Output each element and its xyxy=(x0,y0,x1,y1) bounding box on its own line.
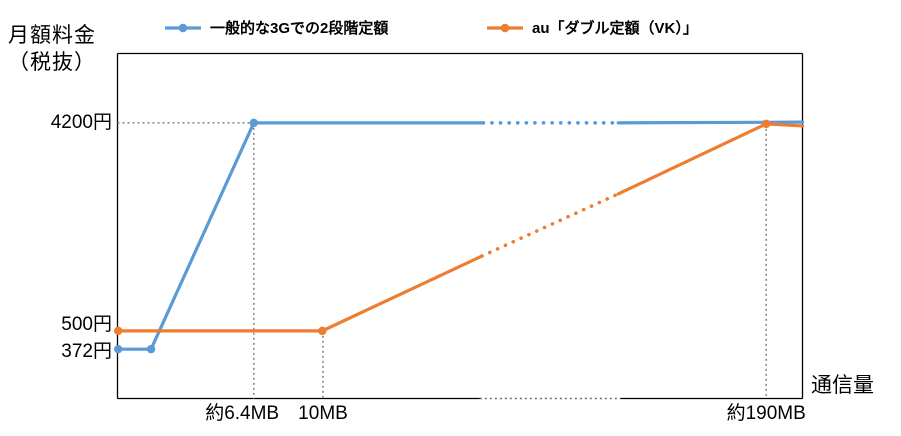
legend-item-au-plan: au「ダブル定額（VK）」 xyxy=(486,17,698,38)
series-line-0 xyxy=(149,121,256,351)
series-marker-1 xyxy=(113,326,123,336)
y-axis-title-line2: （税抜） xyxy=(8,51,96,74)
legend-marker-orange-icon xyxy=(486,22,524,34)
legend-label-3g-plan: 一般的な3Gでの2段階定額 xyxy=(210,20,389,37)
series-marker-1 xyxy=(761,119,771,129)
x-axis-title: 通信量 xyxy=(811,374,874,397)
series-line-1 xyxy=(320,254,484,333)
series-marker-0 xyxy=(146,344,156,354)
legend-marker-blue-icon xyxy=(164,22,202,34)
series-line-1 xyxy=(764,122,805,128)
series-marker-0 xyxy=(113,344,123,354)
legend-item-3g-plan: 一般的な3Gでの2段階定額 xyxy=(164,17,388,38)
series-marker-1 xyxy=(318,326,327,336)
series-line-1 xyxy=(616,122,768,196)
series-line-0 xyxy=(616,120,805,125)
y-axis-title-line1: 月額料金 xyxy=(8,24,96,47)
y-axis-title: 月額料金 （税抜） xyxy=(8,22,96,76)
series-line-1 xyxy=(480,192,621,258)
series-marker-0 xyxy=(249,118,259,128)
legend-label-au-plan: au「ダブル定額（VK）」 xyxy=(532,20,698,37)
